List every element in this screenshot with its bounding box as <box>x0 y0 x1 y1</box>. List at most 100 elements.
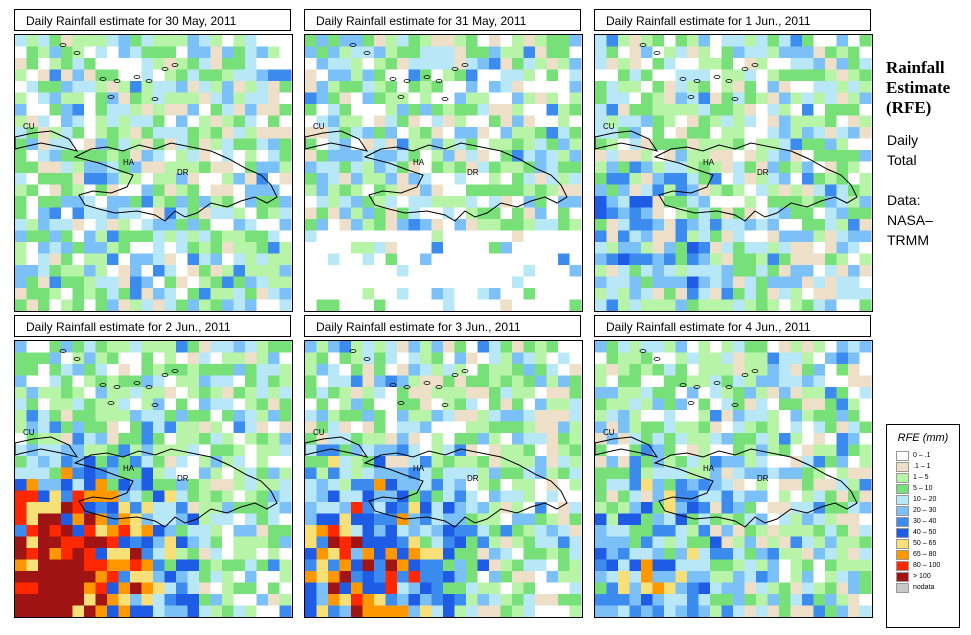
rainfall-cell <box>569 184 582 197</box>
rainfall-cell <box>813 253 826 266</box>
rainfall-cell <box>454 502 467 515</box>
rainfall-cell <box>595 207 608 220</box>
rainfall-cell <box>245 219 258 232</box>
rainfall-cell <box>362 594 375 607</box>
rainfall-cell <box>199 444 212 457</box>
rainfall-cell <box>84 490 97 503</box>
rainfall-cell <box>164 69 177 82</box>
rainfall-cell <box>652 571 665 584</box>
rainfall-cell <box>721 433 734 446</box>
rainfall-cell <box>848 81 861 94</box>
map-label-ha: HA <box>703 464 715 473</box>
rainfall-cell <box>233 421 246 434</box>
rainfall-cell <box>779 138 792 151</box>
rainfall-cell <box>256 35 269 48</box>
rainfall-cell <box>130 115 143 128</box>
rainfall-cell <box>859 341 872 354</box>
rainfall-cell <box>199 433 212 446</box>
rainfall-cell <box>61 387 74 400</box>
rainfall-cell <box>790 265 803 278</box>
rainfall-cell <box>802 138 815 151</box>
rainfall-cell <box>374 104 387 117</box>
rainfall-cell <box>721 69 734 82</box>
rainfall-cell <box>489 104 502 117</box>
rainfall-cell <box>362 571 375 584</box>
rainfall-cell <box>328 219 341 232</box>
island-outline <box>59 43 67 47</box>
rainfall-cell <box>397 513 410 526</box>
rainfall-cell <box>385 571 398 584</box>
rainfall-cell <box>733 433 746 446</box>
rainfall-cell <box>512 444 525 457</box>
rainfall-cell <box>848 444 861 457</box>
rainfall-cell <box>595 115 608 128</box>
rainfall-cell <box>500 559 513 572</box>
rainfall-cell <box>802 559 815 572</box>
rainfall-cell <box>629 375 642 388</box>
rainfall-cell <box>443 341 456 354</box>
rainfall-cell <box>698 456 711 469</box>
rainfall-cell <box>95 582 108 595</box>
rainfall-cell <box>687 364 700 377</box>
rainfall-cell <box>199 104 212 117</box>
rainfall-cell <box>802 92 815 105</box>
rainfall-cell <box>813 513 826 526</box>
rainfall-cell <box>652 364 665 377</box>
rainfall-cell <box>606 421 619 434</box>
rainfall-cell <box>176 173 189 186</box>
rainfall-cell <box>233 81 246 94</box>
rainfall-cell <box>477 58 490 71</box>
rainfall-cell <box>279 115 292 128</box>
rainfall-cell <box>397 433 410 446</box>
rainfall-cell <box>859 536 872 549</box>
rainfall-cell <box>153 513 166 526</box>
rainfall-cell <box>164 81 177 94</box>
rainfall-cell <box>721 265 734 278</box>
rainfall-cell <box>15 276 28 289</box>
rainfall-cell <box>38 513 51 526</box>
rainfall-cell <box>15 81 28 94</box>
rainfall-cell <box>790 184 803 197</box>
rainfall-cell <box>767 92 780 105</box>
rainfall-cell <box>535 92 548 105</box>
rainfall-cell <box>210 276 223 289</box>
rainfall-cell <box>328 548 341 561</box>
rainfall-cell <box>279 104 292 117</box>
rainfall-cell <box>546 81 559 94</box>
rainfall-cell <box>454 46 467 59</box>
rainfall-cell <box>210 421 223 434</box>
hispaniola-coastline <box>73 448 278 528</box>
rainfall-cell <box>84 467 97 480</box>
rainfall-cell <box>466 207 479 220</box>
rainfall-cell <box>443 559 456 572</box>
rainfall-cell <box>72 387 85 400</box>
rainfall-cell <box>641 456 654 469</box>
rainfall-cell <box>408 605 421 617</box>
rainfall-cell <box>813 242 826 255</box>
rainfall-cell <box>222 444 235 457</box>
rainfall-cell <box>374 276 387 289</box>
rainfall-cell <box>256 115 269 128</box>
rainfall-cell <box>339 104 352 117</box>
rainfall-cell <box>328 605 341 617</box>
rainfall-cell <box>512 115 525 128</box>
rainfall-cell <box>500 364 513 377</box>
rainfall-cell <box>279 490 292 503</box>
rainfall-cell <box>339 58 352 71</box>
rainfall-cell <box>767 490 780 503</box>
rainfall-cell <box>420 421 433 434</box>
rainfall-cell <box>141 230 154 243</box>
rainfall-cell <box>328 479 341 492</box>
rainfall-cell <box>339 525 352 538</box>
rainfall-cell <box>641 265 654 278</box>
rainfall-cell <box>698 104 711 117</box>
rainfall-cell <box>744 525 757 538</box>
rainfall-cell <box>779 161 792 174</box>
rainfall-cell <box>454 364 467 377</box>
rainfall-cell <box>489 398 502 411</box>
rainfall-cell <box>164 364 177 377</box>
rainfall-cell <box>744 92 757 105</box>
island-outline <box>363 51 371 55</box>
rainfall-cell <box>652 161 665 174</box>
rainfall-cell <box>339 299 352 311</box>
